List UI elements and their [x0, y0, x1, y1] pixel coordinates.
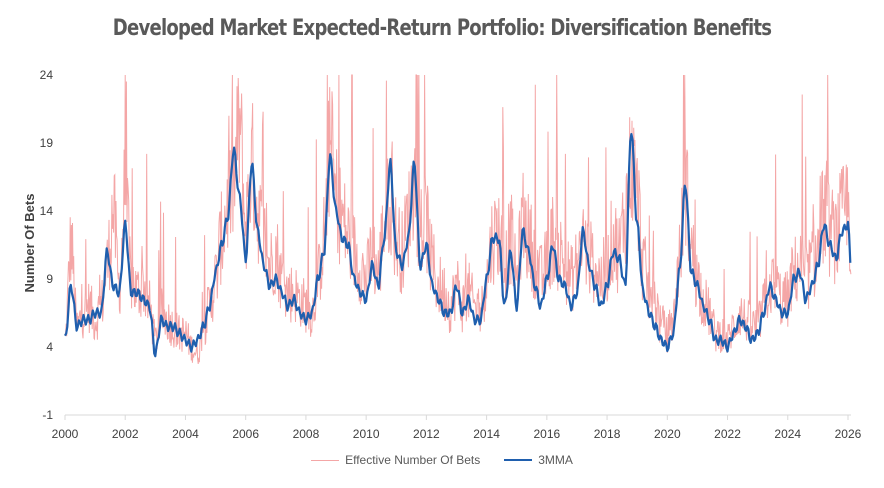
y-tick-label: 24	[40, 68, 54, 82]
y-tick-label: 9	[46, 272, 53, 286]
x-tick-label: 2024	[774, 427, 801, 441]
legend-item-3mma: 3MMA	[504, 453, 573, 467]
x-tick-label: 2026	[835, 427, 862, 441]
x-tick-label: 2002	[112, 427, 139, 441]
y-tick-label: -1	[42, 408, 53, 422]
legend-item-raw: Effective Number Of Bets	[311, 453, 480, 467]
legend-label-3mma: 3MMA	[538, 453, 573, 467]
legend-swatch-3mma	[504, 459, 533, 461]
y-tick-label: 14	[40, 204, 54, 218]
x-tick-label: 2020	[654, 427, 681, 441]
x-tick-label: 2022	[714, 427, 741, 441]
y-tick-label: 19	[40, 136, 54, 150]
legend: Effective Number Of Bets 3MMA	[0, 453, 884, 467]
y-tick-label: 4	[46, 340, 53, 354]
y-axis-label: Number Of Bets	[22, 194, 37, 293]
x-tick-label: 2012	[413, 427, 440, 441]
x-tick-label: 2010	[353, 427, 380, 441]
legend-label-raw: Effective Number Of Bets	[345, 453, 481, 467]
x-tick-label: 2006	[232, 427, 259, 441]
x-tick-label: 2004	[172, 427, 199, 441]
chart-title: Developed Market Expected-Return Portfol…	[112, 16, 772, 41]
x-tick-label: 2000	[52, 427, 79, 441]
legend-swatch-raw	[311, 459, 340, 461]
x-tick-label: 2016	[533, 427, 560, 441]
x-tick-label: 2018	[594, 427, 621, 441]
x-tick-label: 2008	[293, 427, 320, 441]
x-tick-label: 2014	[473, 427, 500, 441]
series-line-3mma	[64, 133, 852, 358]
series-line-effective-number-of-bets	[64, 74, 852, 365]
